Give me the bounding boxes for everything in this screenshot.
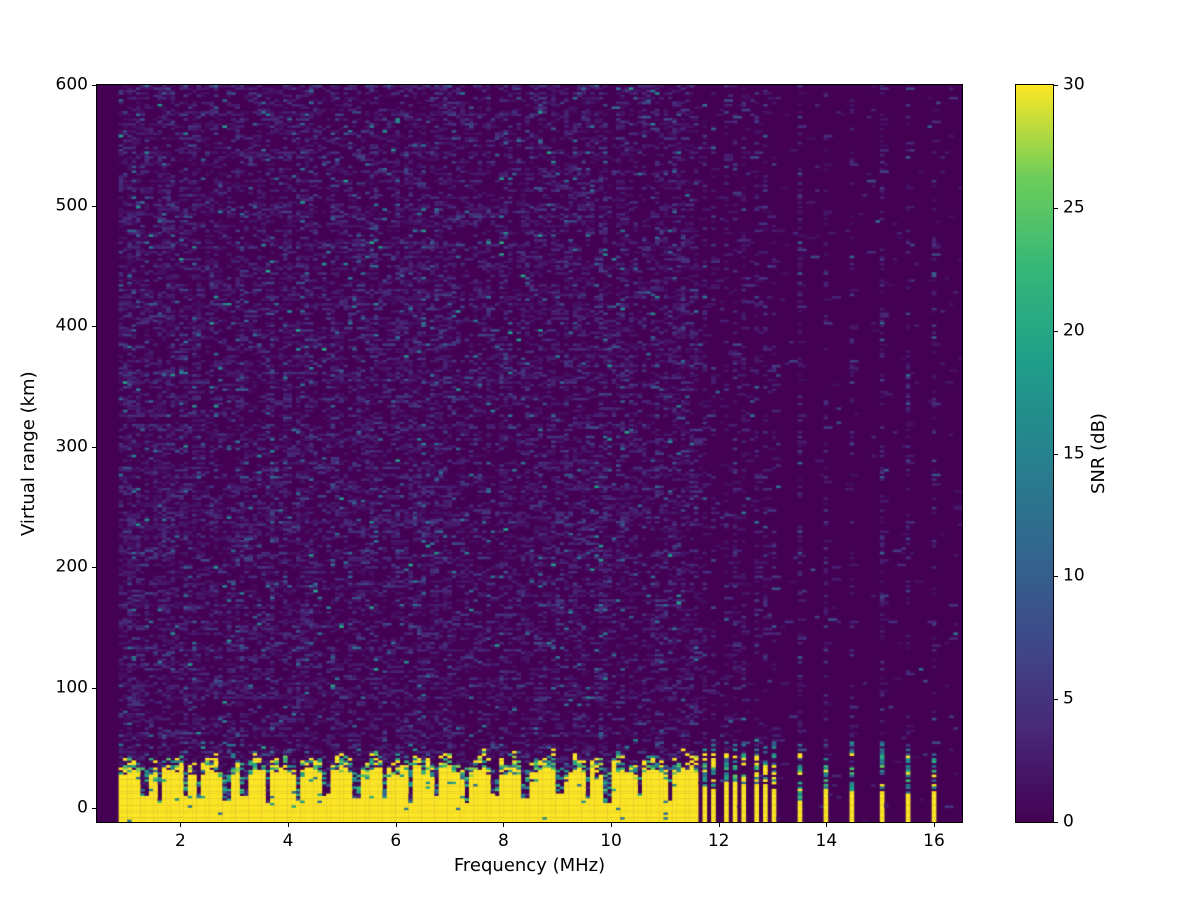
x-tick <box>503 823 505 827</box>
x-tick-label: 4 <box>282 831 294 851</box>
colorbar-tick-label: 5 <box>1063 688 1074 709</box>
x-tick <box>826 823 828 827</box>
colorbar-tick <box>1054 330 1058 332</box>
x-tick <box>718 823 720 827</box>
x-tick-label: 8 <box>497 831 509 851</box>
colorbar-tick-label: 15 <box>1063 443 1085 464</box>
colorbar-tick-label: 0 <box>1063 811 1074 832</box>
x-tick <box>934 823 935 827</box>
colorbar-tick <box>1054 576 1058 578</box>
x-tick <box>611 823 613 827</box>
x-tick-label: 16 <box>923 831 945 851</box>
y-tick <box>92 687 96 689</box>
x-tick <box>180 823 182 827</box>
x-axis-label: Frequency (MHz) <box>453 855 606 876</box>
colorbar-tick <box>1054 699 1058 701</box>
plot-frame <box>96 84 963 823</box>
y-axis-label: Virtual range (km) <box>18 371 39 536</box>
y-tick-label: 100 <box>55 677 88 698</box>
x-tick <box>288 823 290 827</box>
y-tick <box>92 808 96 810</box>
ionogram-heatmap <box>97 85 962 822</box>
y-tick <box>92 326 96 328</box>
colorbar-tick-label: 25 <box>1063 197 1085 218</box>
colorbar-tick <box>1054 85 1058 86</box>
x-tick-label: 10 <box>600 831 622 851</box>
colorbar-label: SNR (dB) <box>1088 413 1109 494</box>
x-tick <box>395 823 397 827</box>
y-tick <box>92 85 96 86</box>
y-tick <box>92 446 96 448</box>
colorbar-tick-label: 30 <box>1063 74 1085 95</box>
x-tick-label: 6 <box>390 831 402 851</box>
y-tick-label: 0 <box>77 797 88 818</box>
y-tick <box>92 205 96 207</box>
colorbar-tick-label: 20 <box>1063 320 1085 341</box>
colorbar-gradient <box>1016 85 1053 822</box>
colorbar-tick-label: 10 <box>1063 565 1085 586</box>
x-tick-label: 14 <box>815 831 838 851</box>
y-tick-label: 300 <box>55 436 88 457</box>
colorbar-tick <box>1054 453 1058 455</box>
colorbar-tick <box>1054 822 1058 823</box>
y-tick <box>92 567 96 569</box>
y-tick-label: 200 <box>55 556 88 577</box>
x-tick-label: 12 <box>707 831 730 851</box>
colorbar-frame <box>1015 84 1054 823</box>
y-tick-label: 500 <box>55 195 88 216</box>
y-tick-label: 600 <box>55 74 88 95</box>
colorbar-tick <box>1054 207 1058 209</box>
y-tick-label: 400 <box>55 315 88 336</box>
x-tick-label: 2 <box>175 831 186 851</box>
